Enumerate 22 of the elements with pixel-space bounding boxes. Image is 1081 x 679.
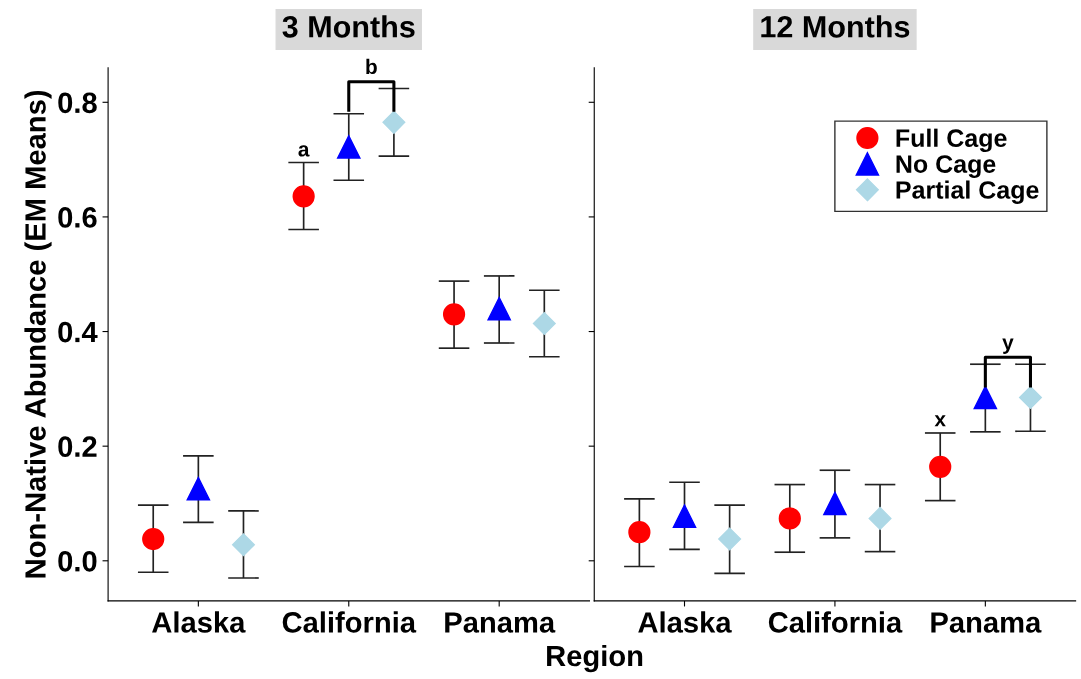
annotation: x (934, 415, 946, 427)
annotation: y (1002, 338, 1014, 354)
x-tick-label: California (768, 611, 903, 633)
x-tick-label: Panama (931, 612, 1042, 633)
annotation: b (366, 58, 377, 75)
y-tick-label: 0.8 (58, 92, 97, 114)
y-tick-label: 0.4 (58, 321, 98, 343)
chart-title: 12 Months (761, 15, 910, 38)
y-tick-label: 0.2 (58, 436, 97, 458)
x-tick-label: Alaska (638, 611, 732, 633)
legend-label: Partial Cage (896, 180, 1039, 204)
y-axis-title: Non-Native Abundance (EM Means) (24, 90, 52, 578)
x-tick-label: Alaska (152, 611, 246, 633)
y-tick-label: 0.0 (58, 551, 97, 572)
chart-title: 3 Months (282, 15, 415, 38)
legend-label: No Cage (896, 155, 996, 178)
x-tick-label: Panama (445, 612, 556, 633)
y-tick-label: 0.6 (58, 207, 97, 228)
annotation: a (298, 145, 310, 157)
x-tick-label: California (282, 611, 417, 633)
legend-label: Full Cage (896, 128, 1007, 153)
x-axis-title: Region (547, 644, 643, 673)
